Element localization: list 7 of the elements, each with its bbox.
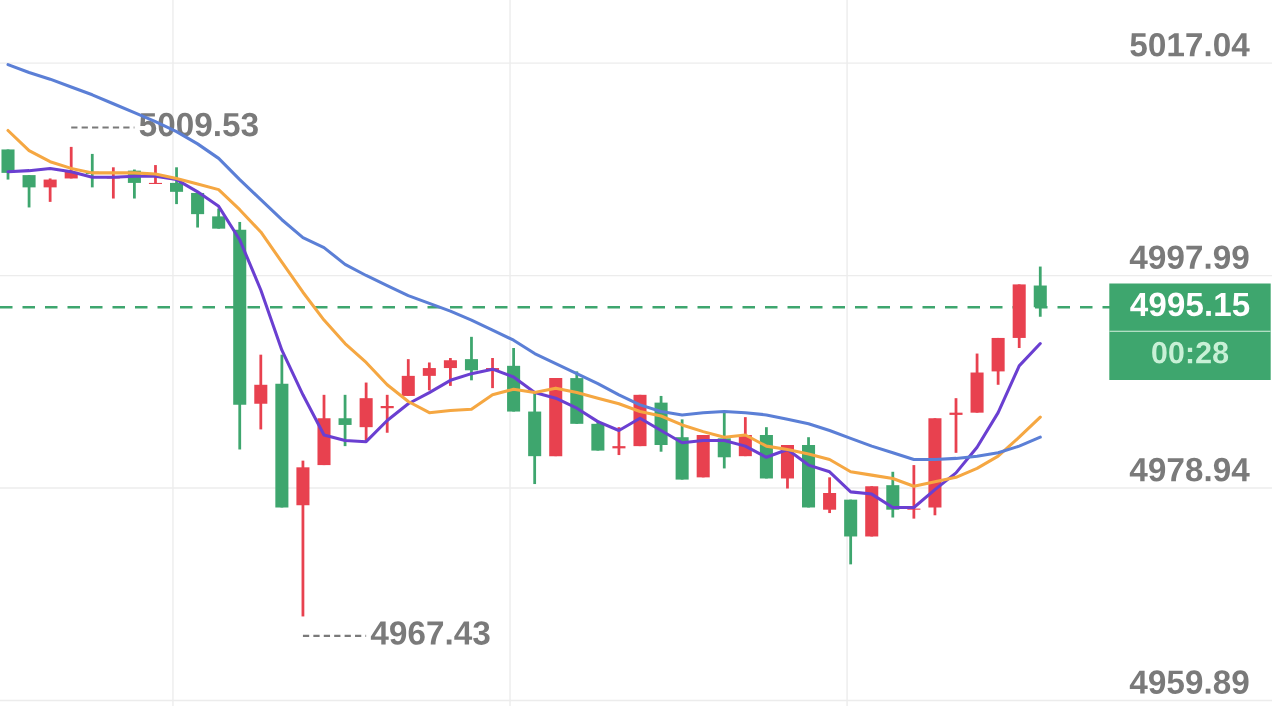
annotation: 4967.43 [370,621,490,645]
y-tick-label: 4997.99 [1129,245,1249,270]
y-tick-label: 5017.04 [1130,32,1250,57]
y-tick-label: 4978.94 [1129,457,1250,482]
y-tick-label: 4959.89 [1129,670,1249,694]
ref-line-label: 4995.15 [1130,292,1250,317]
text: 00:28 [1152,341,1229,364]
